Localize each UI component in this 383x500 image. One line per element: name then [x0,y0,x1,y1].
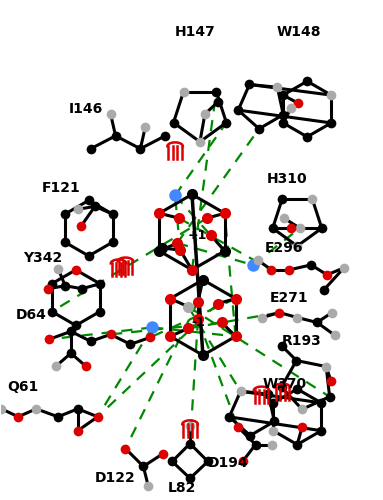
Text: H310: H310 [267,172,308,185]
Text: D64: D64 [16,308,47,322]
Text: -1: -1 [191,316,205,329]
Text: D194: D194 [208,456,248,470]
Text: D122: D122 [95,472,136,486]
Text: F121: F121 [42,182,80,196]
Text: I146: I146 [69,102,103,116]
Text: E296: E296 [265,241,304,255]
Text: W370: W370 [262,377,306,391]
Text: +1: +1 [187,228,207,241]
Text: Q61: Q61 [8,380,39,394]
Text: Y342: Y342 [23,251,63,265]
Text: W148: W148 [277,24,321,38]
Text: L82: L82 [168,482,196,496]
Text: H147: H147 [175,24,215,38]
Text: R193: R193 [282,334,321,348]
Text: E271: E271 [270,290,309,304]
